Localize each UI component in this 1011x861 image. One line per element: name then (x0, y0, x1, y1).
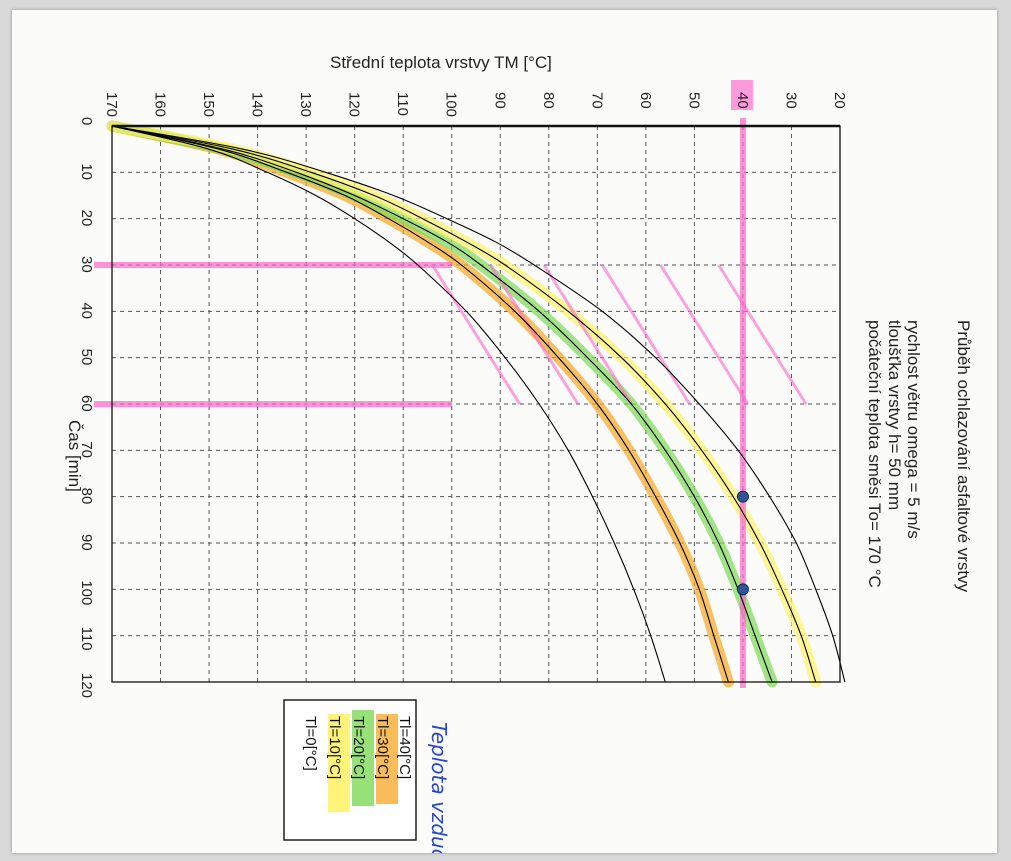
tick-labels: 2030405060708090100110120130140150160170… (78, 92, 848, 698)
x-axis-title: Čas [min] (65, 420, 84, 492)
series-line-0 (111, 125, 666, 683)
temp-tick-label: 160 (152, 92, 169, 117)
intersection-point (736, 583, 749, 596)
temp-tick-label: 50 (685, 92, 702, 109)
time-tick-label: 20 (78, 210, 95, 227)
time-tick-label: 50 (78, 349, 95, 366)
time-tick-label: 110 (78, 627, 95, 651)
temp-tick-label: 170 (103, 92, 120, 117)
legend-highlight-green (352, 710, 374, 806)
chart-subtitle-1: rychlost větru omega = 5 m/s (904, 320, 923, 539)
pink-hatch-line (431, 264, 521, 405)
legend-item-tl10: Tl=10[°C] (326, 716, 343, 779)
handwritten-note: Teplota vzduchu (427, 722, 451, 853)
pink-hatch-line (717, 264, 808, 405)
temp-tick-label: 20 (831, 92, 848, 109)
legend-item-tl40: Tl=40[°C] (396, 716, 413, 779)
series-line-1 (111, 125, 729, 683)
series-lines (111, 125, 846, 683)
time-tick-label: 30 (78, 256, 95, 273)
temp-tick-label: 120 (346, 92, 363, 117)
legend-item-tl20: Tl=20[°C] (350, 716, 367, 779)
pink-40-label-mark (730, 80, 753, 110)
temp-tick-label: 100 (443, 92, 460, 117)
temp-tick-label: 70 (588, 92, 605, 109)
intersection-points (736, 490, 749, 596)
time-tick-label: 120 (78, 673, 95, 698)
pink-hatch-line (600, 264, 691, 405)
series-line-3 (111, 125, 817, 683)
time-tick-label: 0 (78, 117, 95, 125)
chart-title: Průběh ochlazování asfaltové vrstvy (954, 320, 973, 593)
plot-frame (111, 124, 841, 683)
time-tick-label: 100 (78, 580, 95, 605)
series-line-2 (111, 125, 773, 683)
temp-tick-label: 30 (782, 92, 799, 109)
time-tick-label: 90 (78, 534, 95, 551)
time-tick-label: 40 (78, 302, 95, 319)
scanned-page: 20 30 40 50 60 70 80 90 100 110 120 130 140 150 160 170… (12, 10, 997, 853)
y-axis-title: Střední teplota vrstvy TM [°C] (330, 53, 552, 72)
pink-hatch-line (489, 264, 580, 405)
temp-tick-label: 90 (491, 92, 508, 109)
legend: Tl=40[°C] Tl=30[°C] Tl=20[°C] Tl=10[°C] … (283, 699, 417, 841)
legend-item-tl0: Tl=0[°C] (302, 716, 319, 771)
time-tick-label: 80 (78, 488, 95, 505)
legend-item-tl30: Tl=30[°C] (374, 716, 391, 779)
pink-hatch-line (659, 264, 750, 405)
pink-hatch-line (542, 264, 633, 405)
time-tick-label: 10 (78, 163, 95, 180)
temp-tick-label: 40 (734, 92, 751, 109)
temp-tick-label: 80 (540, 92, 557, 109)
temp-tick-label: 140 (249, 92, 266, 117)
series-line-4 (111, 125, 846, 683)
chart-subtitle-3: počáteční teplota směsi To= 170 °C (865, 320, 884, 588)
temp-tick-label: 150 (200, 92, 217, 117)
temp-tick-label: 130 (297, 92, 314, 117)
temp-tick-label: 60 (637, 92, 654, 109)
intersection-point (736, 490, 749, 503)
legend-highlight-orange (376, 714, 398, 804)
highlighter-marks (94, 80, 822, 688)
temp-tick-label: 110 (394, 92, 411, 116)
legend-highlight-yellow (328, 714, 350, 812)
cooling-chart: 2030405060708090100110120130140150160170… (65, 53, 973, 853)
chart-subtitle-2: tloušťka vrstvy h= 50 mm (885, 320, 904, 510)
time-tick-label: 70 (78, 441, 95, 458)
time-tick-label: 60 (78, 395, 95, 412)
